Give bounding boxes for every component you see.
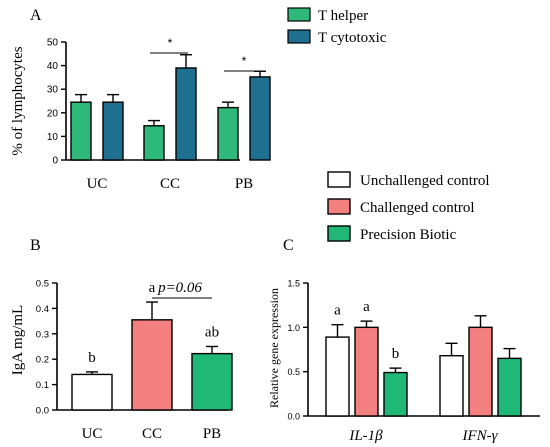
panel-a-y-tick-label: 0 <box>52 156 58 167</box>
panel-a-y-tick-label: 30 <box>47 85 59 96</box>
panel-c-y-tick-label: 1.5 <box>287 279 300 289</box>
legend-label: Challenged control <box>360 200 475 216</box>
panel-b-x-tick-label: CC <box>142 426 162 442</box>
panel-a-bar <box>175 67 197 161</box>
panel-c-y-tick-label: 1.0 <box>287 323 300 333</box>
panel-b-y-tick-label: 0.5 <box>36 279 49 290</box>
panel-c-y-tick-label: 0.5 <box>287 367 300 377</box>
panel-b-p-value: p=0.06 <box>157 280 202 296</box>
panel-a-y-tick-label: 40 <box>47 61 59 72</box>
panel-b-y-tick-label: 0.0 <box>36 406 49 417</box>
panel-c-x-tick-label: IFN-γ <box>461 428 498 444</box>
legend-label: T cytotoxic <box>318 30 387 46</box>
panel-b-sig-letter: ab <box>205 325 219 341</box>
panel-c-y-tick-label: 0.0 <box>287 412 300 422</box>
legend-swatch-challenged <box>327 198 351 215</box>
panel-b-bar <box>71 373 113 411</box>
panel-b-x-tick-label: UC <box>82 426 103 442</box>
panel-c-sig-letter: a <box>363 299 370 315</box>
panel-a-sig-star: * <box>168 36 173 50</box>
panel-c-sig-letter: b <box>392 346 400 362</box>
panel-a-bar <box>217 106 239 161</box>
panel-c-bar <box>325 336 350 417</box>
panel-b-sig-letter: b <box>88 350 96 366</box>
panel-b-y-tick-label: 0.2 <box>36 355 49 366</box>
panel-label-c: C <box>283 237 294 254</box>
panel-c-bar <box>497 357 522 417</box>
panel-b-x-tick-label: PB <box>203 426 221 442</box>
legend-swatch-unchallenged <box>327 171 351 188</box>
legend-label: Precision Biotic <box>360 227 457 243</box>
panel-a-bar <box>249 76 271 161</box>
legend-swatch-t-helper <box>287 7 311 22</box>
panel-b-bar <box>191 352 233 411</box>
panel-a-x-tick-label: PB <box>235 176 253 192</box>
panel-label-b: B <box>30 237 41 254</box>
panel-a-bar <box>143 125 165 161</box>
legend-swatch-t-cytotoxic <box>287 29 311 44</box>
panel-c-bar <box>354 326 379 417</box>
panel-a-bar <box>70 101 92 161</box>
panel-b-y-tick-label: 0.1 <box>36 380 49 391</box>
panel-c-y-label: Relative gene expression <box>267 288 281 408</box>
panel-b-y-tick-label: 0.4 <box>36 304 49 315</box>
legend-swatch-precision <box>327 225 351 242</box>
panel-label-a: A <box>30 7 42 24</box>
panel-c-sig-letter: a <box>334 303 341 319</box>
legend-label: Unchallenged control <box>360 173 490 189</box>
panel-b-y-tick-label: 0.3 <box>36 329 49 340</box>
panel-b-sig-letter: a <box>149 280 156 296</box>
panel-b-y-label: IgA mg/mL <box>10 305 26 375</box>
panel-a-y-tick-label: 10 <box>47 132 59 143</box>
panel-a-y-tick-label: 50 <box>47 38 59 49</box>
panel-a-x-tick-label: UC <box>87 176 108 192</box>
panel-b-bar <box>131 319 173 411</box>
panel-a-y-label: % of lymphocytes <box>10 46 26 155</box>
panel-a-sig-star: * <box>242 54 247 68</box>
legend-label: T helper <box>318 8 368 24</box>
panel-a-x-tick-label: CC <box>160 176 180 192</box>
panel-a-y-tick-label: 20 <box>47 108 59 119</box>
panel-c-x-tick-label: IL-1β <box>348 428 383 444</box>
panel-c-bar <box>468 326 493 417</box>
panel-c-bar <box>383 371 408 417</box>
panel-a-bar <box>102 101 124 161</box>
panel-c-bar <box>439 355 464 417</box>
